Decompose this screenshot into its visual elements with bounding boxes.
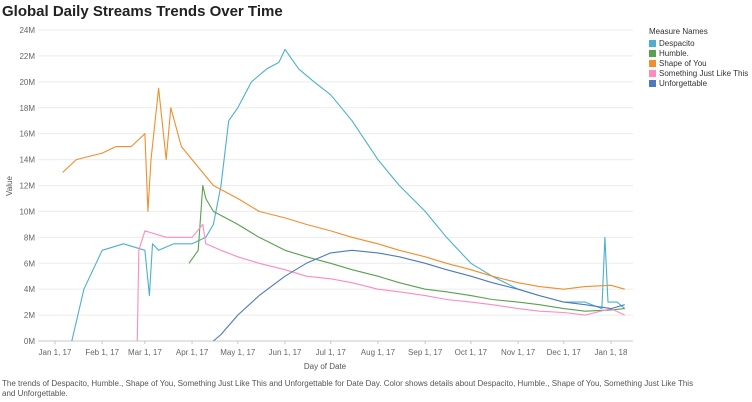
legend-title: Measure Names [649, 27, 708, 36]
y-tick-label: 22M [19, 52, 35, 61]
y-tick-label: 2M [24, 311, 35, 320]
legend-label: Something Just Like This [659, 68, 749, 78]
x-tick-label: Aug 1, 17 [361, 348, 396, 357]
series-line-despacito[interactable] [71, 48, 626, 342]
legend-swatch [649, 59, 656, 67]
x-tick-label: Jun 1, 17 [269, 348, 302, 357]
y-tick-label: 8M [24, 233, 35, 242]
legend-label: Unforgettable [659, 78, 708, 88]
y-tick-label: 16M [19, 130, 35, 139]
x-tick-label: May 1, 17 [220, 348, 256, 357]
legend-swatch [649, 79, 656, 87]
x-tick-label: Jan 1, 18 [595, 348, 628, 357]
x-axis-label: Day of Date [304, 362, 347, 371]
legend-item-humble[interactable]: Humble. [649, 48, 748, 58]
legend-label: Humble. [659, 48, 689, 58]
y-tick-label: 14M [19, 156, 35, 165]
y-tick-label: 0M [24, 337, 35, 346]
x-tick-label: Dec 1, 17 [547, 348, 582, 357]
legend: Measure Names Despacito Humble. Shape of Y… [649, 27, 748, 88]
y-tick-label: 4M [24, 285, 35, 294]
y-tick-label: 20M [19, 78, 35, 87]
legend-swatch [649, 39, 656, 47]
x-tick-label: Jul 1, 17 [316, 348, 347, 357]
y-axis-label: Value [5, 176, 14, 196]
y-tick-label: 6M [24, 259, 35, 268]
series-line-something-just-like-this[interactable] [136, 223, 625, 342]
x-tick-label: Oct 1, 17 [455, 348, 488, 357]
x-tick-label: Apr 1, 17 [176, 348, 209, 357]
series-line-unforgettable[interactable] [213, 249, 625, 342]
legend-item-shape-of-you[interactable]: Shape of You [649, 58, 748, 68]
x-tick-label: Feb 1, 17 [85, 348, 119, 357]
series-line-shape-of-you[interactable] [62, 87, 625, 290]
legend-label: Despacito [659, 38, 695, 48]
series-line-humble[interactable] [188, 184, 625, 312]
legend-swatch [649, 49, 656, 57]
x-tick-label: Mar 1, 17 [128, 348, 162, 357]
legend-swatch [649, 69, 656, 77]
y-tick-label: 18M [19, 104, 35, 113]
y-tick-label: 10M [19, 207, 35, 216]
chart-title: Global Daily Streams Trends Over Time [2, 3, 283, 20]
y-tick-label: 24M [19, 26, 35, 35]
legend-item-unforgettable[interactable]: Unforgettable [649, 78, 748, 88]
x-tick-label: Jan 1, 17 [39, 348, 72, 357]
legend-item-despacito[interactable]: Despacito [649, 38, 748, 48]
y-tick-label: 12M [19, 182, 35, 191]
legend-label: Shape of You [659, 58, 707, 68]
x-tick-label: Nov 1, 17 [501, 348, 536, 357]
chart-plot: 0M 2M 4M 6M 8M 10M 12M 14M 16M 18M 20M 22M 24M Jan 1… [5, 26, 633, 371]
chart-caption: The trends of Despacito, Humble., Shape … [2, 379, 694, 398]
x-tick-label: Sep 1, 17 [408, 348, 443, 357]
legend-item-something-just-like-this[interactable]: Something Just Like This [649, 68, 748, 78]
